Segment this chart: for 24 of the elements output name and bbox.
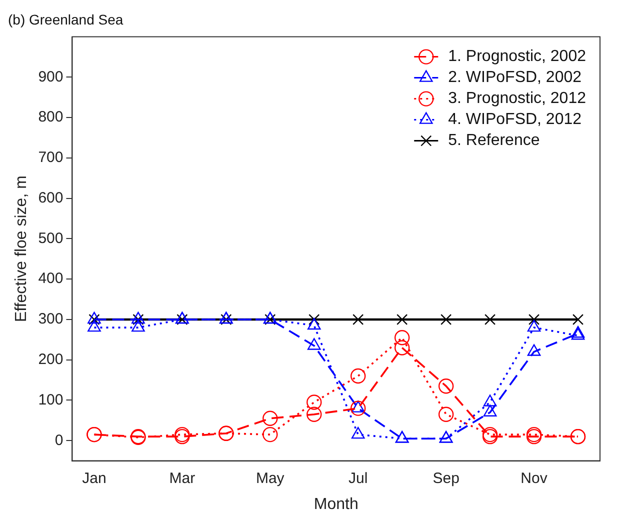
y-tick-label: 600	[38, 189, 64, 206]
x-tick-label: Jul	[348, 470, 368, 487]
x-tick-label: Sep	[432, 470, 460, 487]
legend-label: 3. Prognostic, 2012	[448, 90, 586, 108]
x-tick-label: Jan	[82, 470, 106, 487]
y-tick-label: 300	[38, 310, 64, 328]
y-tick-label: 700	[38, 149, 64, 166]
y-tick-label: 800	[38, 108, 64, 126]
x-tick-label: Nov	[520, 470, 548, 487]
y-tick-label: 100	[38, 391, 64, 408]
legend-label: 5. Reference	[448, 132, 540, 150]
legend-label: 4. WIPoFSD, 2012	[448, 111, 582, 128]
chart-title: (b) Greenland Sea	[8, 11, 124, 28]
x-axis-title: Month	[314, 496, 358, 513]
legend-label: 2. WIPoFSD, 2002	[448, 69, 582, 86]
y-tick-label: 900	[38, 68, 64, 86]
y-tick-label: 0	[54, 432, 64, 449]
y-axis-title: Effective floe size, m	[13, 176, 30, 322]
legend-label: 1. Prognostic, 2002	[448, 48, 586, 66]
y-tick-label: 400	[38, 270, 64, 288]
x-tick-label: May	[256, 470, 285, 487]
y-tick-label: 500	[38, 230, 64, 247]
x-tick-label: Mar	[169, 470, 196, 487]
y-tick-label: 200	[38, 350, 64, 368]
